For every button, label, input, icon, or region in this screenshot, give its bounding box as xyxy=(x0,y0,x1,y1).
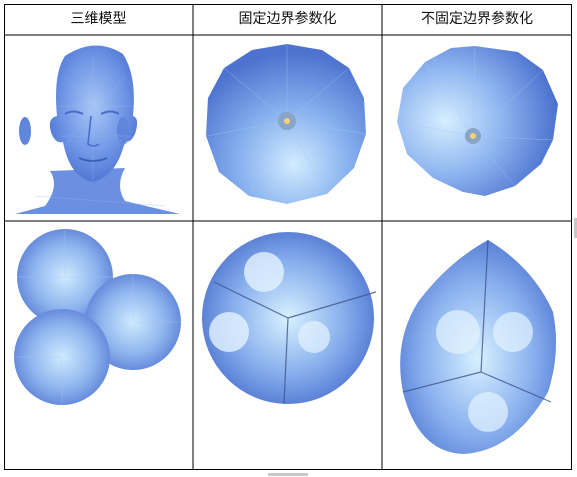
fixed-boundary-disk-image xyxy=(194,36,381,220)
face-model-image xyxy=(5,36,192,220)
free-boundary-disk-image xyxy=(383,36,571,220)
table-borders xyxy=(4,4,572,470)
header-3d-model: 三维模型 xyxy=(70,11,127,27)
bottom-resize-handle[interactable] xyxy=(268,473,308,476)
free-boundary-three-circles-image xyxy=(383,222,571,469)
fixed-boundary-three-circles-image xyxy=(194,222,381,469)
comparison-table: 三维模型 固定边界参数化 不固定边界参数化 xyxy=(4,4,572,470)
three-circles-mesh-image xyxy=(5,222,192,469)
resize-handle[interactable] xyxy=(574,218,577,238)
header-fixed-boundary: 固定边界参数化 xyxy=(238,11,337,27)
header-free-boundary: 不固定边界参数化 xyxy=(421,11,533,27)
